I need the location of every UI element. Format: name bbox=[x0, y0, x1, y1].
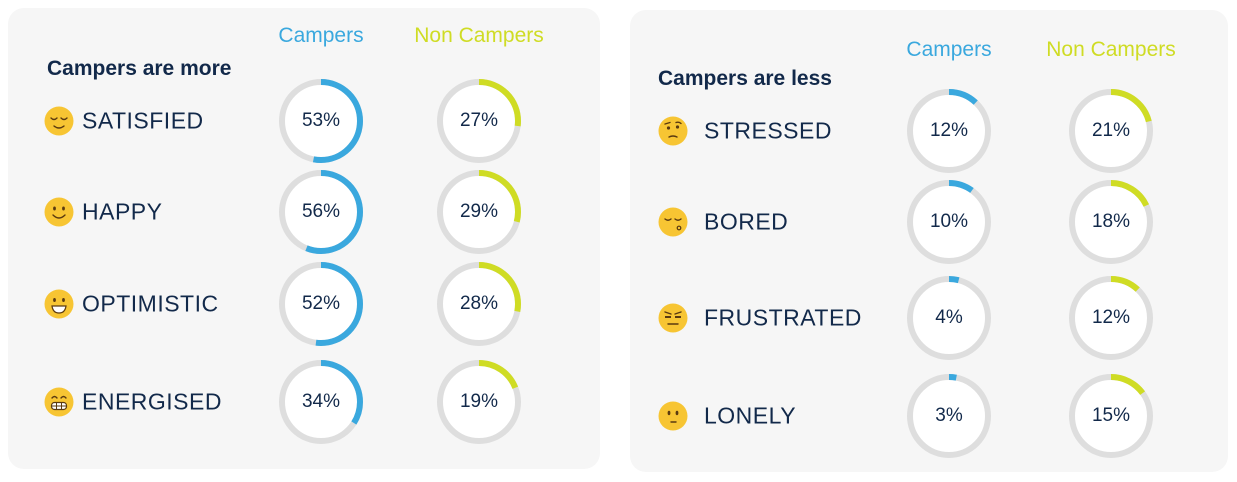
ring-non-campers-happy: 29% bbox=[435, 168, 523, 256]
ring-non-campers-happy-arc bbox=[437, 170, 521, 254]
row-label-happy: HAPPY bbox=[82, 198, 163, 225]
unamused-face-icon bbox=[658, 303, 688, 333]
ring-campers-stressed-value: 12% bbox=[929, 120, 969, 141]
row-label-optimistic: OPTIMISTIC bbox=[82, 290, 219, 317]
ring-non-campers-bored-arc bbox=[1069, 180, 1153, 264]
ring-campers-lonely: 3% bbox=[905, 372, 993, 460]
ring-campers-stressed-svg bbox=[907, 89, 991, 173]
column-header-campers-less: Campers bbox=[906, 38, 992, 61]
ring-non-campers-stressed-svg bbox=[1069, 89, 1153, 173]
ring-non-campers-optimistic: 28% bbox=[435, 260, 523, 348]
row-label-stressed: STRESSED bbox=[704, 117, 832, 144]
grinning-face-icon bbox=[44, 289, 74, 319]
ring-non-campers-frustrated: 12% bbox=[1067, 274, 1155, 362]
ring-non-campers-satisfied: 27% bbox=[435, 77, 523, 165]
ring-campers-lonely-arc bbox=[907, 374, 991, 458]
relieved-face-icon bbox=[44, 106, 74, 136]
ring-campers-bored: 10% bbox=[905, 178, 993, 266]
ring-non-campers-frustrated-svg bbox=[1069, 276, 1153, 360]
ring-campers-energised-arc bbox=[279, 360, 363, 444]
ring-non-campers-stressed-arc bbox=[1069, 89, 1153, 173]
section-title-less: Campers are less bbox=[658, 67, 832, 90]
ring-non-campers-optimistic-arc bbox=[437, 262, 521, 346]
ring-campers-frustrated-value: 4% bbox=[935, 307, 963, 328]
ring-campers-frustrated-arc bbox=[907, 276, 991, 360]
ring-non-campers-stressed: 21% bbox=[1067, 87, 1155, 175]
row-label-energised: ENERGISED bbox=[82, 388, 222, 415]
ring-campers-stressed: 12% bbox=[905, 87, 993, 175]
ring-campers-satisfied-value: 53% bbox=[301, 110, 341, 131]
ring-campers-energised-svg bbox=[279, 360, 363, 444]
grimacing-face-icon bbox=[44, 387, 74, 417]
column-header-non-campers-more: Non Campers bbox=[414, 24, 544, 47]
ring-campers-frustrated: 4% bbox=[905, 274, 993, 362]
section-title-more: Campers are more bbox=[47, 57, 232, 80]
ring-campers-bored-svg bbox=[907, 180, 991, 264]
ring-campers-frustrated-svg bbox=[907, 276, 991, 360]
raised-eyebrow-face-icon bbox=[658, 116, 688, 146]
ring-non-campers-optimistic-svg bbox=[437, 262, 521, 346]
ring-non-campers-satisfied-svg bbox=[437, 79, 521, 163]
ring-non-campers-lonely-value: 15% bbox=[1091, 405, 1131, 426]
row-label-frustrated: FRUSTRATED bbox=[704, 304, 862, 331]
ring-non-campers-energised-svg bbox=[437, 360, 521, 444]
ring-non-campers-energised-value: 19% bbox=[459, 391, 499, 412]
ring-campers-satisfied: 53% bbox=[277, 77, 365, 165]
column-header-non-campers-less: Non Campers bbox=[1046, 38, 1176, 61]
ring-non-campers-satisfied-value: 27% bbox=[459, 110, 499, 131]
row-label-bored: BORED bbox=[704, 208, 789, 235]
ring-campers-optimistic: 52% bbox=[277, 260, 365, 348]
ring-campers-satisfied-svg bbox=[279, 79, 363, 163]
ring-non-campers-lonely-svg bbox=[1069, 374, 1153, 458]
ring-campers-bored-arc bbox=[907, 180, 991, 264]
ring-campers-bored-value: 10% bbox=[929, 211, 969, 232]
ring-non-campers-optimistic-value: 28% bbox=[459, 293, 499, 314]
ring-non-campers-bored: 18% bbox=[1067, 178, 1155, 266]
ring-campers-optimistic-arc bbox=[279, 262, 363, 346]
ring-non-campers-frustrated-value: 12% bbox=[1091, 307, 1131, 328]
pensive-face-icon bbox=[658, 207, 688, 237]
ring-campers-energised: 34% bbox=[277, 358, 365, 446]
ring-non-campers-bored-value: 18% bbox=[1091, 211, 1131, 232]
ring-non-campers-bored-svg bbox=[1069, 180, 1153, 264]
ring-non-campers-energised: 19% bbox=[435, 358, 523, 446]
ring-non-campers-happy-svg bbox=[437, 170, 521, 254]
ring-campers-happy-svg bbox=[279, 170, 363, 254]
ring-non-campers-lonely: 15% bbox=[1067, 372, 1155, 460]
column-header-campers-more: Campers bbox=[278, 24, 364, 47]
row-label-satisfied: SATISFIED bbox=[82, 107, 204, 134]
ring-campers-energised-value: 34% bbox=[301, 391, 341, 412]
ring-campers-satisfied-arc bbox=[279, 79, 363, 163]
ring-campers-optimistic-value: 52% bbox=[301, 293, 341, 314]
ring-non-campers-frustrated-arc bbox=[1069, 276, 1153, 360]
ring-non-campers-lonely-arc bbox=[1069, 374, 1153, 458]
ring-non-campers-happy-value: 29% bbox=[459, 201, 499, 222]
ring-non-campers-energised-arc bbox=[437, 360, 521, 444]
worried-face-icon bbox=[658, 401, 688, 431]
ring-campers-happy-value: 56% bbox=[301, 201, 341, 222]
ring-campers-lonely-svg bbox=[907, 374, 991, 458]
smiling-face-icon bbox=[44, 197, 74, 227]
row-label-lonely: LONELY bbox=[704, 402, 797, 429]
ring-campers-happy: 56% bbox=[277, 168, 365, 256]
ring-non-campers-stressed-value: 21% bbox=[1091, 120, 1131, 141]
ring-campers-lonely-value: 3% bbox=[935, 405, 963, 426]
ring-campers-optimistic-svg bbox=[279, 262, 363, 346]
ring-campers-happy-arc bbox=[279, 170, 363, 254]
ring-campers-stressed-arc bbox=[907, 89, 991, 173]
ring-non-campers-satisfied-arc bbox=[437, 79, 521, 163]
